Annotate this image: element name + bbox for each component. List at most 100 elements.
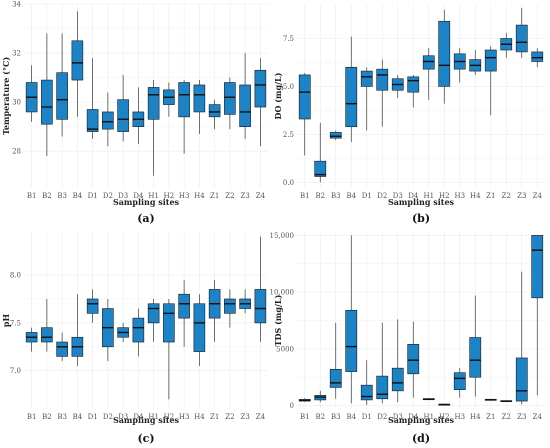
box-Z2 xyxy=(224,77,236,130)
x-tick-label: H4 xyxy=(470,413,481,421)
y-tick-label: 32 xyxy=(12,50,21,58)
box-H3 xyxy=(453,368,466,398)
box-iqr xyxy=(147,87,160,120)
box-iqr xyxy=(376,68,389,91)
box-iqr xyxy=(239,84,251,127)
x-tick-label: H1 xyxy=(423,413,434,421)
box-H3 xyxy=(178,80,190,154)
box-iqr xyxy=(254,289,267,324)
x-tick-label: D1 xyxy=(362,413,372,421)
box-H4 xyxy=(193,294,206,366)
box-B1 xyxy=(25,327,38,352)
box-Z4 xyxy=(531,48,544,68)
x-tick-label: H1 xyxy=(148,413,159,421)
box-B4 xyxy=(71,294,84,366)
box-Z3 xyxy=(515,271,528,405)
box-H1 xyxy=(147,80,160,176)
x-tick-label: B3 xyxy=(331,413,341,421)
x-axis-label: Sampling sites xyxy=(113,197,180,207)
box-iqr xyxy=(329,132,342,139)
x-tick-label: Z4 xyxy=(533,192,543,200)
panel-label: (d) xyxy=(412,432,430,445)
x-tick-label: B2 xyxy=(315,413,325,421)
box-D4 xyxy=(407,74,420,108)
box-Z4 xyxy=(254,236,267,343)
x-tick-label: B4 xyxy=(346,413,356,421)
y-tick-label: 34 xyxy=(12,1,21,9)
box-iqr xyxy=(163,303,175,343)
x-tick-label: Z1 xyxy=(486,192,495,200)
chart-panel-4: 0 5000 10,000 15,000 B1 B2 B3 B4 D1 D2 D3 D4 H1 H2 H3 H… xyxy=(270,232,545,445)
box-iqr xyxy=(224,298,236,314)
y-tick-label: 28 xyxy=(12,148,21,156)
box-D2 xyxy=(102,298,114,362)
y-tick-label: 0.0 xyxy=(283,179,294,187)
box-H3 xyxy=(453,48,466,83)
box-iqr xyxy=(391,367,404,392)
x-tick-label: B1 xyxy=(300,192,310,200)
x-tick-label: B4 xyxy=(73,192,83,200)
x-tick-label: B2 xyxy=(42,413,52,421)
box-iqr xyxy=(360,384,373,401)
x-tick-label: B3 xyxy=(331,192,341,200)
box-Z1 xyxy=(484,46,497,116)
box-D2 xyxy=(102,92,114,147)
box-iqr xyxy=(407,76,420,93)
x-tick-label: B1 xyxy=(300,413,310,421)
box-H4 xyxy=(469,295,482,397)
y-tick-label: 7.5 xyxy=(10,319,21,327)
x-axis-label: Sampling sites xyxy=(388,197,455,207)
x-tick-label: H2 xyxy=(439,192,450,200)
x-tick-label: B4 xyxy=(346,192,356,200)
box-iqr xyxy=(469,337,482,378)
box-iqr xyxy=(41,327,53,343)
box-iqr xyxy=(86,298,99,314)
box-iqr xyxy=(71,40,84,81)
box-H1 xyxy=(147,298,160,343)
box-D3 xyxy=(391,319,404,403)
x-tick-label: Z3 xyxy=(240,192,249,200)
y-tick-label: 7.5 xyxy=(283,35,294,43)
x-tick-label: D4 xyxy=(133,192,144,200)
box-iqr xyxy=(56,341,68,357)
box-D4 xyxy=(132,87,145,144)
x-tick-label: D3 xyxy=(118,192,128,200)
x-tick-label: Z2 xyxy=(502,192,511,200)
x-tick-label: Z2 xyxy=(225,413,234,421)
box-iqr xyxy=(132,317,145,343)
box-iqr xyxy=(345,66,358,127)
box-Z3 xyxy=(239,289,251,314)
x-tick-label: H3 xyxy=(454,192,465,200)
y-tick-label: 10,000 xyxy=(270,289,295,297)
x-tick-label: Z4 xyxy=(256,413,266,421)
x-tick-label: Z1 xyxy=(210,192,219,200)
box-iqr xyxy=(515,357,528,402)
box-iqr xyxy=(41,79,53,125)
x-tick-label: Z2 xyxy=(502,413,511,421)
box-iqr xyxy=(438,20,451,87)
box-B1 xyxy=(298,73,311,156)
x-tick-label: Z1 xyxy=(486,413,495,421)
x-axis-label: Sampling sites xyxy=(388,415,455,425)
box-iqr xyxy=(208,104,221,118)
box-iqr xyxy=(178,293,190,319)
box-D1 xyxy=(360,360,373,406)
box-iqr xyxy=(193,303,206,352)
y-tick-label: 8.0 xyxy=(10,272,21,280)
box-D3 xyxy=(391,74,404,98)
x-tick-label: Z3 xyxy=(240,413,249,421)
x-tick-label: D3 xyxy=(393,413,403,421)
box-D2 xyxy=(376,59,389,127)
x-tick-label: D4 xyxy=(408,413,419,421)
y-tick-label: 0 xyxy=(290,402,294,410)
x-tick-label: D2 xyxy=(377,192,387,200)
x-tick-label: D2 xyxy=(103,413,113,421)
box-Z1 xyxy=(208,99,221,130)
box-iqr xyxy=(531,51,544,62)
box-H2 xyxy=(163,82,175,117)
box-B3 xyxy=(329,130,342,141)
box-iqr xyxy=(376,375,389,400)
box-iqr xyxy=(178,82,190,118)
panel-label: (c) xyxy=(137,432,154,445)
